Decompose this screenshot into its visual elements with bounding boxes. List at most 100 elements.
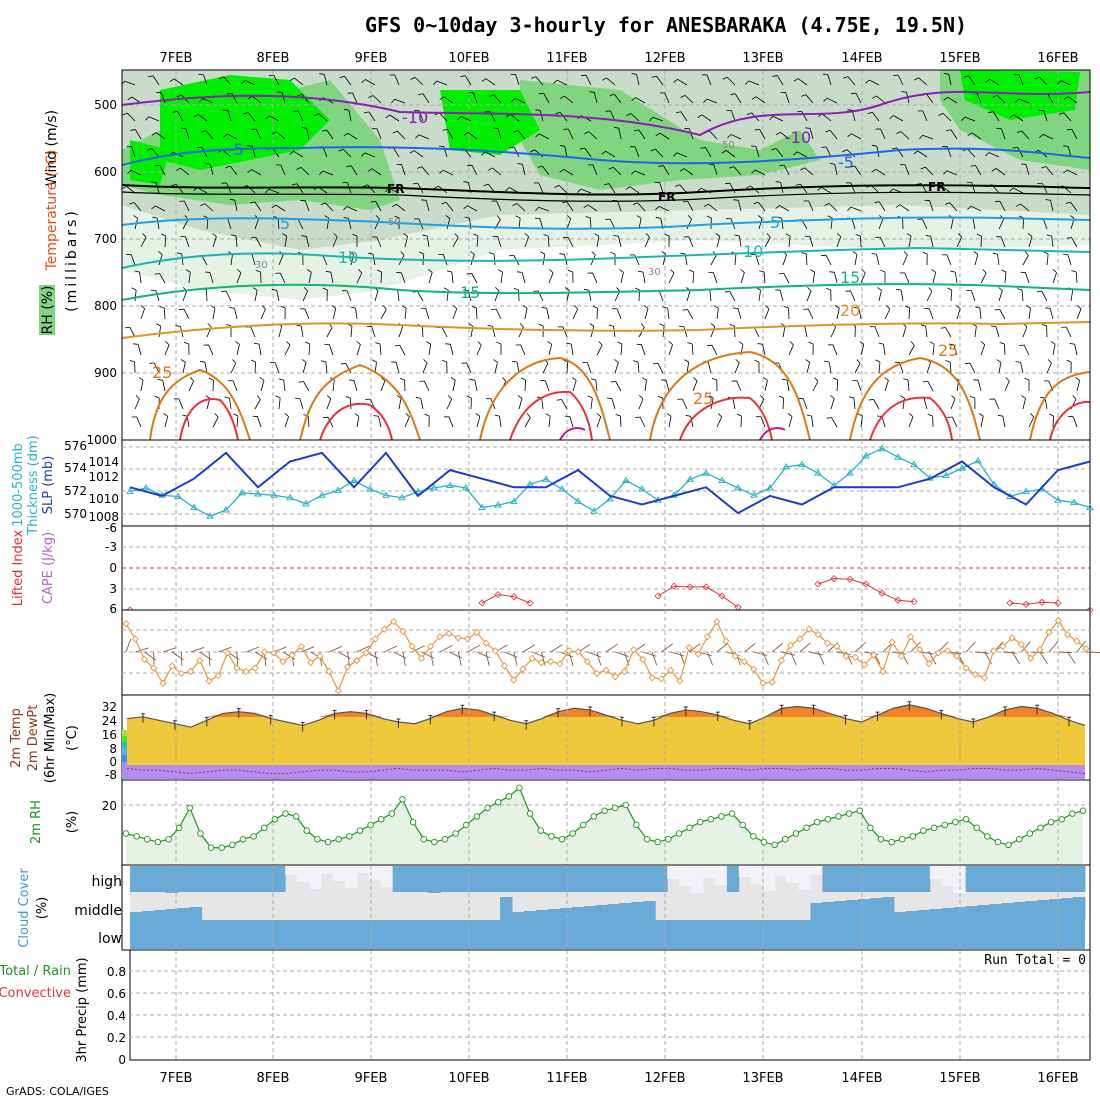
cloud-middle-cell	[631, 902, 644, 920]
wind-barb-shaft	[524, 236, 529, 248]
wind-barb-shaft	[806, 290, 812, 302]
wind-barb-shaft	[710, 255, 717, 266]
wind-barb-feather	[910, 341, 915, 346]
wind-barb-shaft	[284, 345, 291, 356]
wind-barb-feather	[687, 342, 693, 345]
wind-barb-feather	[1024, 251, 1029, 256]
wind-barb-feather	[265, 115, 270, 120]
wind-barb-shaft	[404, 236, 409, 248]
wind-barb-shaft	[212, 308, 216, 320]
rh2m-point	[579, 821, 587, 829]
cloud-high-fill	[977, 885, 990, 892]
wind-barb-shaft	[729, 291, 736, 302]
cloud-middle-cell	[822, 902, 835, 920]
wind-barb-feather	[878, 342, 884, 345]
wind-barb-shaft	[281, 92, 286, 104]
wind-barb-feather	[391, 361, 397, 363]
rh2m-point	[441, 835, 449, 843]
wind-barb-shaft	[930, 236, 934, 248]
wind-barb-feather	[321, 129, 327, 132]
wind10m-barb	[1067, 651, 1076, 664]
wind-barb-shaft	[495, 308, 502, 320]
rh-tick-20: 20	[102, 799, 117, 813]
wind-barb-feather	[572, 377, 577, 381]
credit-text: GrADS: COLA/IGES	[6, 1085, 109, 1098]
wind-barb-shaft	[805, 253, 808, 266]
wind-barb-feather	[418, 93, 424, 96]
cloud-high-cell	[165, 866, 179, 893]
wind-barb-shaft	[880, 128, 886, 140]
wind-speed-point	[122, 620, 130, 628]
bottom-date-label: 15FEB	[939, 1071, 980, 1086]
wind-barb-shaft	[596, 345, 603, 356]
wind-barb-feather	[619, 269, 624, 273]
wind-barb-shaft	[1025, 272, 1030, 284]
wind-barb-shaft	[686, 218, 693, 230]
cloud-high-cell	[1073, 866, 1086, 875]
wind-barb-feather	[556, 399, 562, 401]
wind-barb-feather	[541, 307, 547, 309]
wind10m-barb	[1011, 651, 1020, 665]
wind-barb-shaft	[561, 399, 568, 410]
cloud-high-fill	[917, 872, 931, 892]
wind-barb-feather	[585, 216, 591, 219]
wind-barb-feather	[583, 288, 589, 291]
cloud-high-cell	[297, 866, 310, 882]
wind-barb-shaft	[188, 380, 195, 392]
wind-barb-feather	[494, 414, 500, 417]
wind-barb-shaft	[964, 116, 976, 122]
wind-barb-shaft	[893, 115, 904, 122]
rh2m-point	[207, 844, 215, 852]
wind-barb-feather	[808, 341, 814, 345]
wind-barb-shaft	[928, 308, 934, 320]
wind-barb-shaft	[825, 255, 832, 266]
rh-label-30: 30	[255, 260, 268, 271]
cloud-high-fill	[237, 891, 250, 892]
li-point	[686, 583, 694, 591]
wind-speed-point	[925, 660, 933, 668]
wind-barb-feather	[277, 91, 283, 93]
wind-barb-shaft	[642, 272, 646, 284]
li-series	[126, 574, 1094, 614]
wind-barb-shaft	[306, 128, 310, 140]
wind10m-barb	[605, 643, 618, 653]
wind10m-barb	[716, 643, 729, 653]
wind-barb-feather	[182, 414, 188, 417]
cloud-high-fill	[1013, 884, 1026, 892]
wind-barb-feather	[996, 359, 1002, 363]
wind10m-barb	[698, 651, 712, 657]
cloud-high-cell	[404, 866, 417, 879]
wind-barb-feather	[711, 377, 717, 381]
wind-barb-shaft	[1052, 344, 1056, 356]
wind-barb-feather	[771, 148, 777, 151]
wind-barb-feather	[322, 287, 328, 291]
wind-barb-feather	[447, 395, 452, 400]
wind-barb-feather	[1016, 130, 1022, 133]
wind-barb-shaft	[606, 77, 616, 86]
wind-speed-point	[233, 664, 241, 672]
wind-barb-feather	[992, 252, 998, 255]
temp-contour-neg5	[122, 146, 1090, 166]
wind-barb-shaft	[446, 398, 453, 410]
wind-barb-shaft	[356, 344, 361, 356]
wind-barb-feather	[610, 380, 616, 383]
temp-contour-15	[122, 283, 1090, 301]
wind-speed-point	[943, 647, 952, 655]
wind-barb-shaft	[676, 152, 688, 158]
wind-barb-feather	[1072, 395, 1077, 400]
wind-barb-feather	[1017, 288, 1023, 291]
wind-speed-point	[546, 657, 555, 666]
bottom-date-label: 13FEB	[742, 1071, 783, 1086]
wind-barb-feather	[843, 76, 849, 79]
wind-barb-shaft	[995, 326, 1000, 338]
wind-barb-feather	[394, 215, 400, 219]
wind-barb-shaft	[204, 203, 214, 212]
wind-barb-feather	[807, 287, 812, 292]
wind-barb-shaft	[421, 166, 430, 176]
cloud-high-fill	[535, 890, 549, 892]
wind-barb-feather	[922, 251, 928, 255]
wind-speed-point	[390, 618, 398, 626]
wind-barb-shaft	[452, 308, 458, 320]
wind-barb-feather	[189, 377, 194, 382]
wind-barb-feather	[764, 305, 770, 310]
